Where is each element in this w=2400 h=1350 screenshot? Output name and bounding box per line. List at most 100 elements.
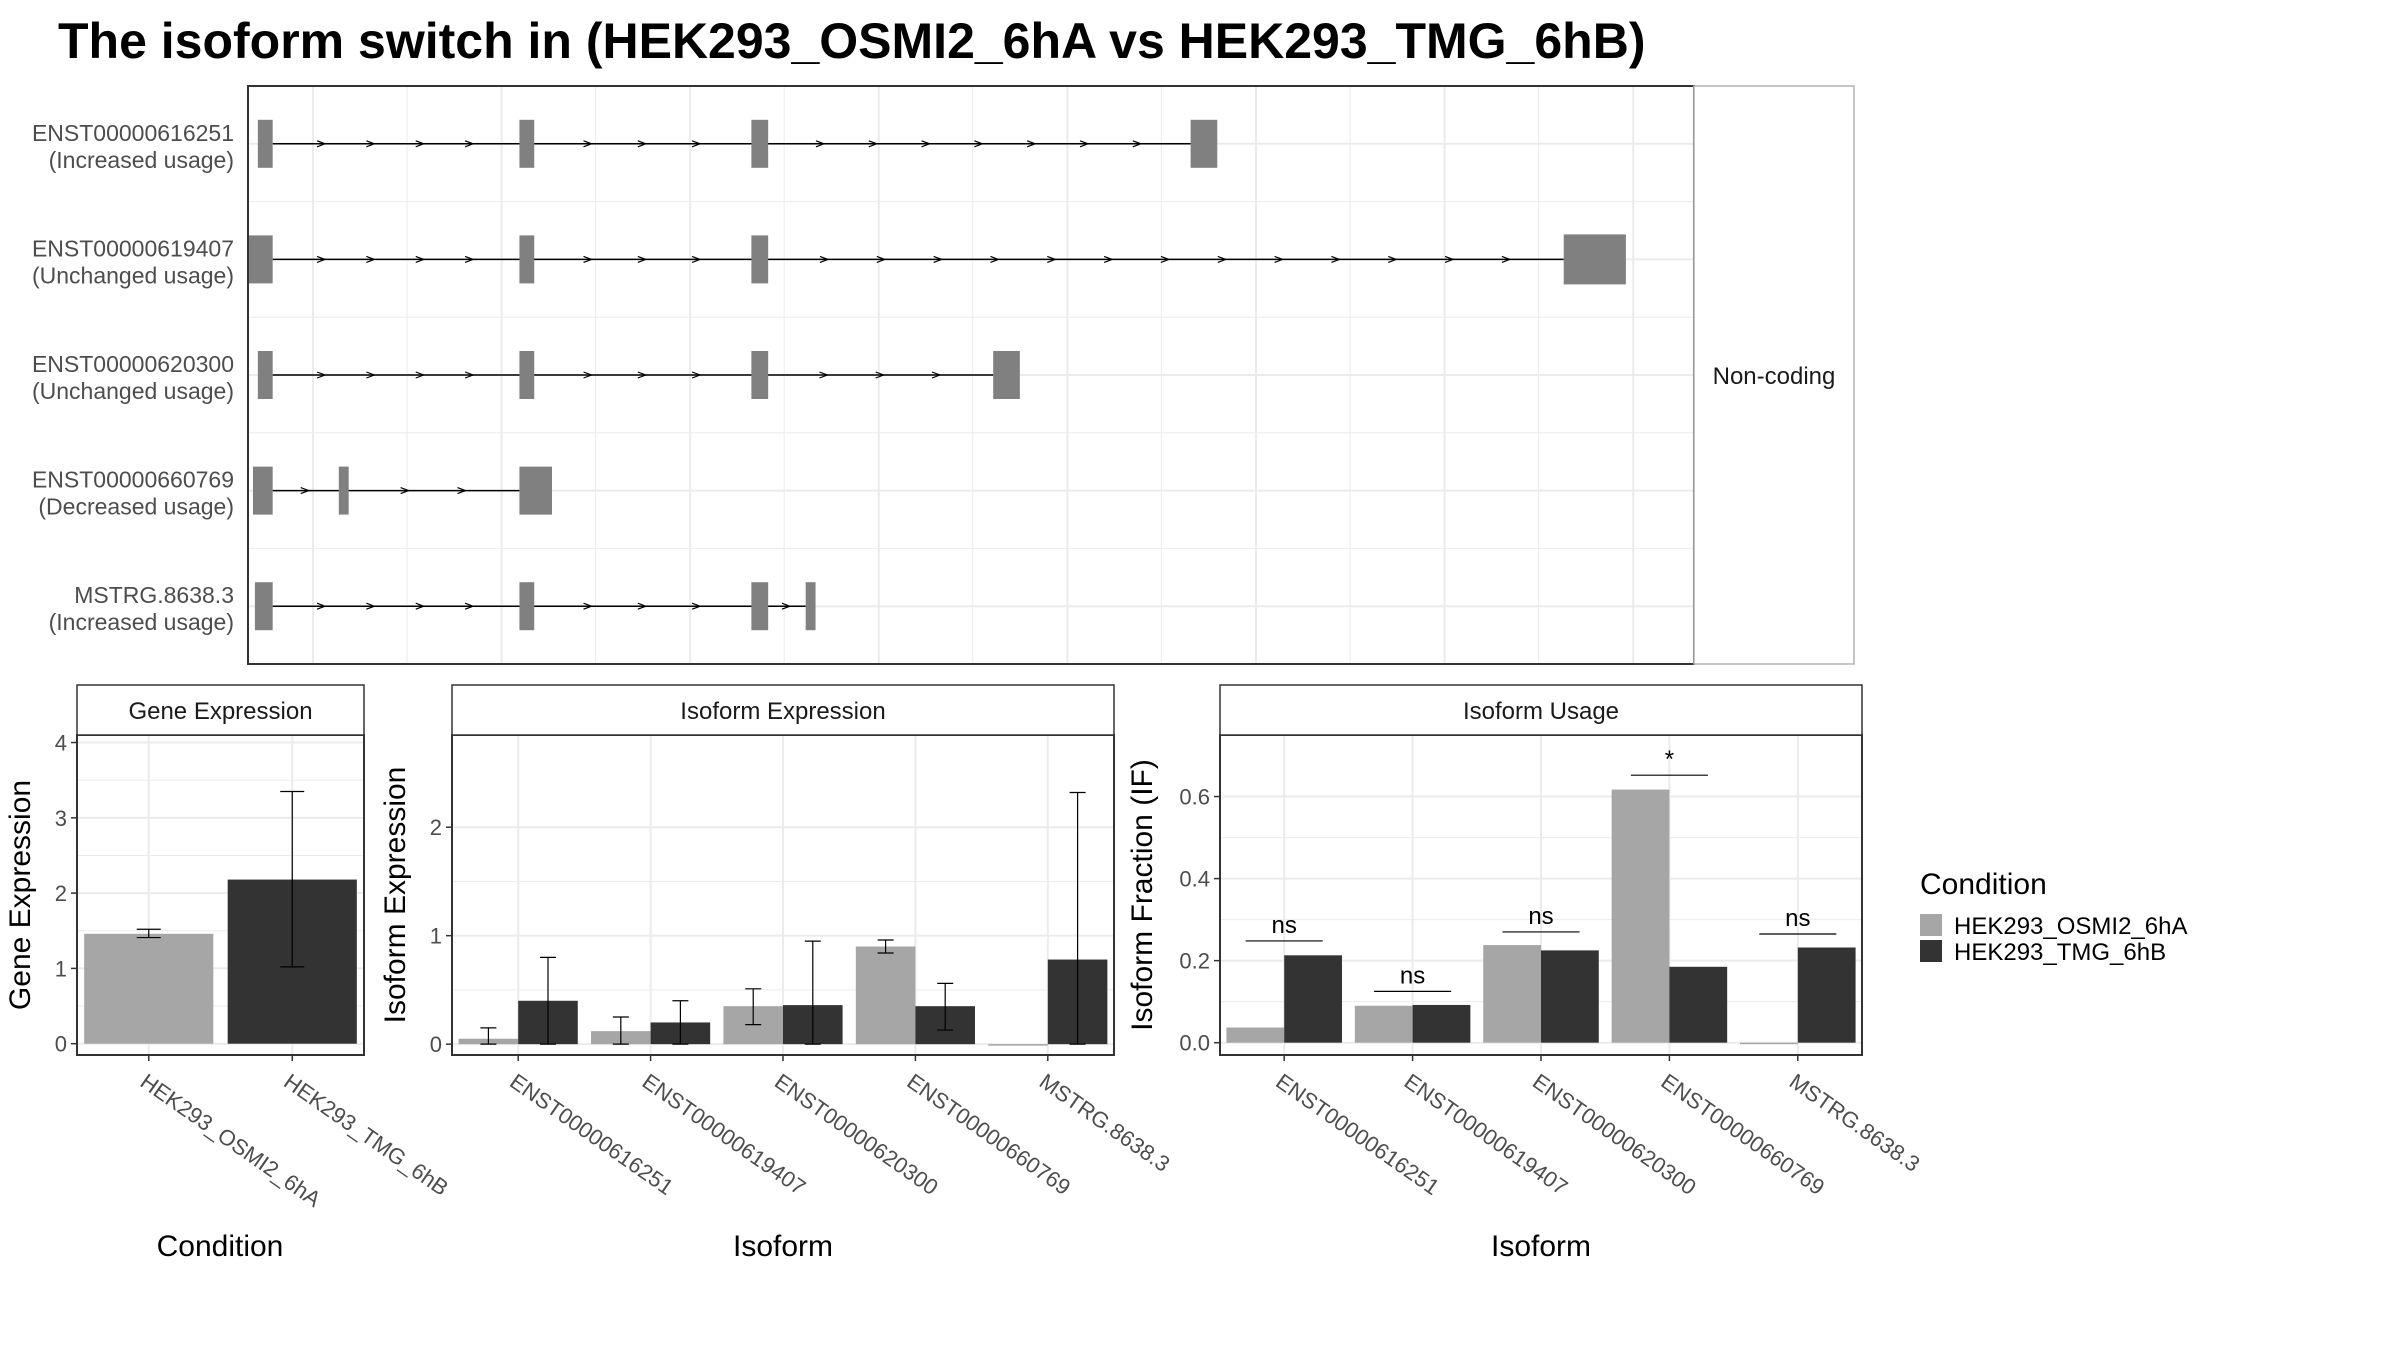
y-tick-label: 3 [55, 806, 67, 831]
y-tick-label: 0 [430, 1032, 442, 1057]
x-tick-label: MSTRG.8638.3 [1785, 1069, 1925, 1177]
bar [1354, 1005, 1413, 1043]
exon-block [254, 582, 273, 631]
exon-block [751, 351, 769, 399]
intron-arrow [415, 602, 426, 610]
exon-block [519, 582, 535, 631]
intron-arrow [583, 140, 594, 148]
transcript-label: ENST00000660769 [32, 467, 234, 493]
strip-box [76, 684, 365, 736]
transcript-usage-label: (Increased usage) [49, 147, 234, 173]
intron-arrow [1047, 255, 1057, 263]
strip-label: Isoform Expression [680, 698, 885, 725]
exon-block [257, 119, 273, 168]
intron-arrow [921, 140, 932, 148]
intron-arrow [583, 255, 594, 263]
intron-arrow [457, 487, 468, 495]
intron-arrow [781, 602, 792, 610]
significance-label: * [1665, 746, 1674, 773]
legend-label-cond1: HEK293_OSMI2_6hA [1954, 913, 2187, 940]
intron-arrow [637, 602, 648, 610]
intron-arrow [464, 371, 475, 379]
y-tick-label: 0.4 [1179, 867, 1210, 892]
intron-arrow [876, 255, 887, 263]
exon-block [519, 119, 535, 168]
legend-swatch-cond1 [1920, 914, 1942, 936]
bar [1611, 789, 1670, 1043]
intron-arrow [819, 371, 830, 379]
exon-block [1190, 119, 1218, 168]
intron-arrow [366, 255, 377, 263]
bar [1226, 1027, 1285, 1043]
significance-label: ns [1528, 903, 1553, 930]
intron-arrow [637, 255, 648, 263]
intron-arrow [691, 255, 702, 263]
exon-block [993, 351, 1020, 399]
bar [855, 946, 916, 1045]
intron-arrow [1079, 140, 1090, 148]
intron-arrow [1274, 255, 1285, 263]
x-tick-label: MSTRG.8638.3 [1035, 1069, 1175, 1177]
intron-arrow [1388, 255, 1398, 263]
exon-block [751, 235, 769, 284]
intron-arrow [1132, 140, 1143, 148]
intron-arrow [691, 140, 702, 148]
intron-arrow [464, 602, 475, 610]
intron-arrow [464, 140, 475, 148]
intron-arrow [637, 140, 648, 148]
transcript-usage-label: (Unchanged usage) [32, 378, 234, 404]
bar [1483, 945, 1541, 1043]
intron-arrow [400, 487, 411, 495]
isoform-expression-panel: Isoform Expression012ENST00000616251ENST… [379, 684, 1175, 1263]
y-tick-label: 2 [55, 881, 67, 906]
intron-arrow [583, 371, 594, 379]
exon-block [519, 351, 535, 399]
bar [1284, 955, 1342, 1043]
transcript-usage-label: (Unchanged usage) [32, 262, 234, 288]
bar [1797, 947, 1856, 1043]
intron-arrow [316, 255, 327, 263]
bar [988, 1044, 1048, 1046]
y-tick-label: 0.2 [1179, 949, 1210, 974]
bar [1412, 1004, 1471, 1043]
strip-label: Gene Expression [128, 698, 312, 725]
intron-arrow [366, 140, 377, 148]
strip-box [1219, 684, 1863, 736]
legend-label-cond2: HEK293_TMG_6hB [1954, 939, 2166, 966]
condition-legend: Condition HEK293_OSMI2_6hA HEK293_TMG_6h… [1920, 868, 2187, 966]
transcript-label: ENST00000619407 [32, 235, 234, 261]
intron-arrow [316, 371, 327, 379]
intron-arrow [366, 371, 377, 379]
y-tick-label: 4 [55, 731, 67, 756]
intron-arrow [464, 255, 475, 263]
exon-block [1563, 234, 1626, 285]
intron-arrow [819, 255, 830, 263]
intron-arrow [815, 140, 826, 148]
y-axis-title: Gene Expression [4, 780, 37, 1010]
y-axis-title: Isoform Fraction (IF) [1126, 759, 1159, 1031]
x-axis-title: Condition [157, 1230, 284, 1263]
intron-arrow [1501, 255, 1512, 263]
intron-arrow [415, 371, 426, 379]
intron-arrow [300, 487, 311, 495]
legend-title: Condition [1920, 868, 2047, 901]
exon-block [338, 466, 349, 515]
transcript-label: MSTRG.8638.3 [74, 582, 234, 608]
intron-arrow [637, 371, 648, 379]
transcript-structure-panel: ENST00000616251(Increased usage)ENST0000… [32, 85, 1855, 665]
intron-arrow [1444, 255, 1455, 263]
intron-arrow [868, 140, 879, 148]
intron-arrow [931, 371, 942, 379]
bar [84, 933, 214, 1044]
intron-arrow [316, 602, 327, 610]
intron-arrow [990, 255, 1001, 263]
y-tick-label: 0.0 [1179, 1031, 1210, 1056]
intron-arrow [415, 140, 426, 148]
intron-arrow [974, 140, 985, 148]
figure-title: The isoform switch in (HEK293_OSMI2_6hA … [58, 13, 1645, 69]
significance-label: ns [1272, 912, 1297, 939]
exon-block [257, 351, 273, 399]
x-axis-title: Isoform [1491, 1230, 1591, 1263]
intron-arrow [1026, 140, 1037, 148]
intron-arrow [583, 602, 594, 610]
